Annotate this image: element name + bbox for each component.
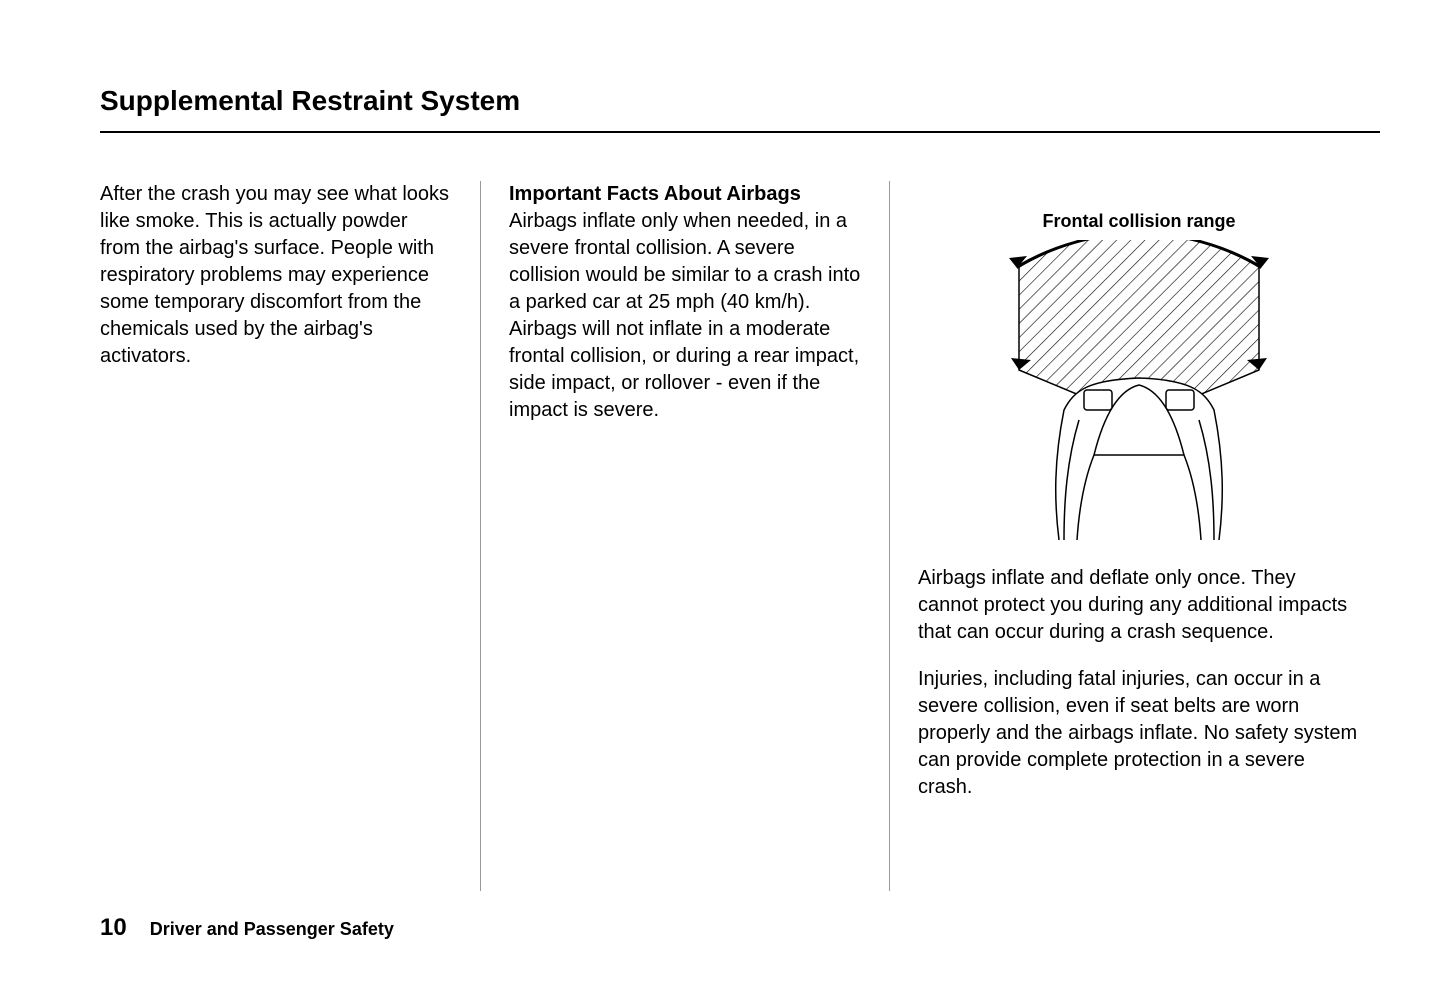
title-divider <box>100 131 1380 133</box>
page-number: 10 <box>100 914 127 941</box>
column-2: Important Facts About Airbags Airbags in… <box>480 181 890 891</box>
col2-paragraph-1: Airbags inflate only when needed, in a s… <box>509 208 861 424</box>
column-1: After the crash you may see what looks l… <box>100 181 480 891</box>
collision-range-diagram <box>989 240 1289 540</box>
diagram-container: Frontal collision range <box>918 211 1360 545</box>
page-footer: 10 Driver and Passenger Safety <box>100 914 394 942</box>
col3-paragraph-2: Injuries, including fatal injuries, can … <box>918 666 1360 801</box>
footer-section-title: Driver and Passenger Safety <box>150 919 394 939</box>
diagram-caption: Frontal collision range <box>918 211 1360 232</box>
page-content: Supplemental Restraint System After the … <box>100 85 1380 891</box>
col1-paragraph-1: After the crash you may see what looks l… <box>100 181 452 370</box>
col2-heading: Important Facts About Airbags <box>509 181 861 208</box>
columns-layout: After the crash you may see what looks l… <box>100 181 1380 891</box>
car-outline <box>1056 378 1223 540</box>
col3-paragraph-1: Airbags inflate and deflate only once. T… <box>918 565 1360 646</box>
page-title: Supplemental Restraint System <box>100 85 1380 117</box>
column-3: Frontal collision range <box>890 181 1360 891</box>
